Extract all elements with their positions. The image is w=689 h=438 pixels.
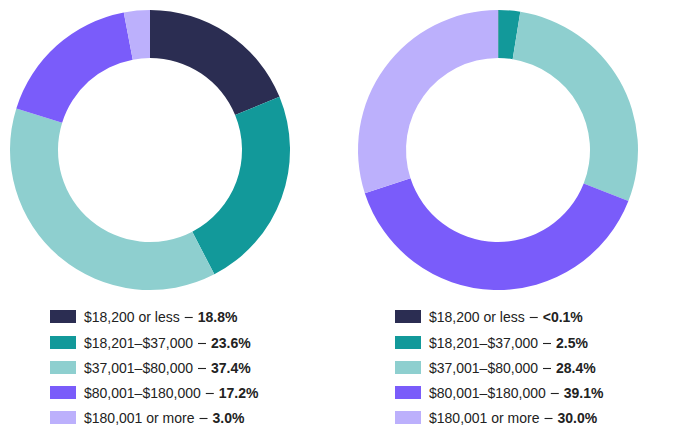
legend-separator: [551, 393, 559, 394]
legend-separator: [200, 418, 208, 419]
legend-value: 28.4%: [556, 360, 596, 376]
legend-swatch: [395, 336, 421, 349]
legend-swatch: [395, 411, 421, 424]
donut-slice: [124, 10, 150, 60]
donut-slice: [16, 12, 132, 122]
legend-separator: [543, 368, 551, 369]
legend-swatch: [395, 386, 421, 399]
legend-value: <0.1%: [543, 309, 584, 325]
legend-value: 30.0%: [558, 410, 598, 426]
donut-slice: [150, 10, 280, 115]
legend-label: $18,200 or less: [84, 309, 180, 325]
legend-swatch: [50, 310, 76, 323]
legend-value: 37.4%: [211, 360, 251, 376]
legend-value: 3.0%: [213, 410, 245, 426]
donut-slice: [10, 108, 214, 290]
legend-separator: [206, 393, 214, 394]
legend-separator: [545, 418, 553, 419]
legend: $18,200 or less 18.8% $18,201–$37,000 23.6%…: [50, 309, 259, 426]
legend-label: $180,001 or more: [429, 410, 540, 426]
chart-canvas: $18,200 or less 18.8% $18,201–$37,000 23.6%…: [0, 0, 689, 438]
legend-separator: [198, 368, 206, 369]
legend-swatch: [50, 411, 76, 424]
legend-label: $37,001–$80,000: [429, 360, 538, 376]
legend-label: $18,201–$37,000: [84, 335, 193, 351]
legend: $18,200 or less <0.1% $18,201–$37,000 2.5% $…: [395, 309, 604, 426]
legend-label: $18,200 or less: [429, 309, 525, 325]
legend-value: 18.8%: [198, 309, 238, 325]
legend-label: $80,001–$180,000: [429, 385, 546, 401]
legend-label: $80,001–$180,000: [84, 385, 201, 401]
donut-slice: [358, 10, 498, 193]
legend-value: 2.5%: [556, 335, 588, 351]
legend-swatch: [50, 386, 76, 399]
legend-separator: [530, 317, 538, 318]
legend-swatch: [50, 336, 76, 349]
legend-swatch: [395, 310, 421, 323]
legend-value: 23.6%: [211, 335, 251, 351]
legend-value: 39.1%: [564, 385, 604, 401]
donut-slice: [365, 178, 629, 290]
legend-separator: [543, 343, 551, 344]
donut: [358, 10, 638, 290]
legend-label: $180,001 or more: [84, 410, 195, 426]
legend-value: 17.2%: [219, 385, 259, 401]
donut-slice: [513, 12, 638, 201]
legend-separator: [185, 317, 193, 318]
legend-separator: [198, 343, 206, 344]
donut: [10, 10, 290, 290]
legend-label: $37,001–$80,000: [84, 360, 193, 376]
legend-swatch: [50, 361, 76, 374]
legend-label: $18,201–$37,000: [429, 335, 538, 351]
donut-slice: [192, 97, 290, 275]
legend-swatch: [395, 361, 421, 374]
